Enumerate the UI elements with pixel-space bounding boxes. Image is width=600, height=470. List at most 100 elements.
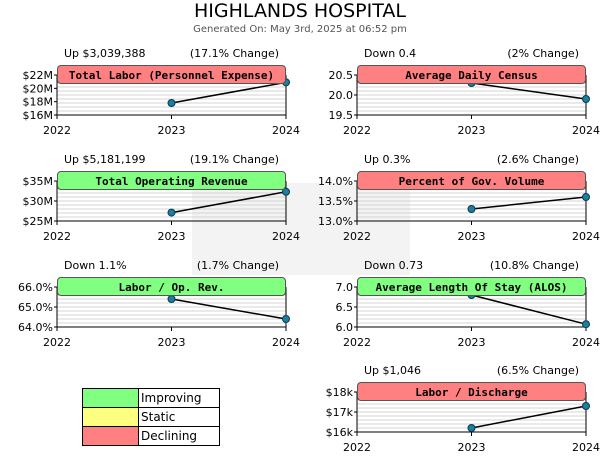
x-tick-label: 2023 (458, 336, 486, 349)
data-point (467, 424, 476, 432)
legend-swatch-static (83, 408, 139, 426)
y-tick-label: 20.5 (329, 69, 354, 82)
series-line (471, 196, 587, 210)
x-tick-label: 2022 (43, 124, 71, 137)
chart-panel-average-length-of-stay-alos: Down 0.73 (10.8% Change) 7.0 6.5 6.0 2022 2023… (300, 259, 600, 365)
series-line (471, 82, 587, 100)
line-chart: 20.5 20.0 19.5 2022 2023 2024 (329, 69, 600, 137)
data-point (582, 95, 590, 103)
y-tick-label: 13.5% (318, 195, 353, 208)
x-tick-label: 2022 (43, 230, 71, 243)
legend-item-static: Static (83, 408, 219, 427)
percent-change: (6.5% Change) (496, 364, 579, 377)
line-chart: $35M $30M $25M 2022 2023 2024 (23, 175, 301, 243)
series-line (171, 298, 287, 320)
percent-change: (17.1% Change) (189, 47, 279, 60)
x-tick-label: 2024 (572, 336, 600, 349)
line-chart: $18k $17k $16k 2022 2023 2024 (326, 386, 600, 454)
percent-change: (10.8% Change) (489, 259, 579, 272)
line-chart: $22M$20M$18M$16M 2022 2023 2024 (23, 69, 301, 137)
x-tick-label: 2022 (43, 336, 71, 349)
y-tick-label: 64.0% (18, 321, 53, 334)
x-tick-label: 2023 (458, 230, 486, 243)
x-tick-label: 2023 (158, 230, 186, 243)
x-tick-label: 2022 (343, 230, 371, 243)
chart-panel-total-operating-revenue: Up $5,181,199 (19.1% Change) $35M $30M $25M 2… (0, 153, 301, 259)
y-tick-label: $17k (326, 406, 354, 419)
watermark-logo (192, 183, 410, 275)
change-summary: Down 0.73 (364, 259, 424, 272)
y-tick-label: 13.0% (318, 215, 353, 228)
x-tick-label: 2023 (158, 336, 186, 349)
y-tick-label: $16k (326, 426, 354, 439)
x-tick-label: 2022 (343, 124, 371, 137)
y-tick-label: 19.5 (329, 109, 354, 122)
change-summary: Down 0.4 (364, 47, 417, 60)
x-tick-label: 2023 (158, 124, 186, 137)
x-tick-label: 2024 (572, 230, 600, 243)
y-tick-label: $18M (23, 96, 54, 109)
data-point (282, 315, 290, 323)
percent-change: (19.1% Change) (189, 153, 279, 166)
chart-panel-total-labor-personnel-expense: Up $3,039,388 (17.1% Change) $22M $20M $18M $… (0, 47, 301, 153)
y-tick-label: $30M (23, 195, 54, 208)
data-point (582, 320, 590, 329)
chart-panel-labor-discharge: Up $1,046 (6.5% Change) $18k $17k $16k 2022 20… (300, 364, 600, 470)
y-tick-label: 7.0 (336, 281, 354, 294)
data-point (582, 402, 590, 410)
x-tick-label: 2024 (572, 441, 600, 454)
change-summary: Up $3,039,388 (64, 47, 146, 60)
percent-change: (2% Change) (507, 47, 579, 60)
chart-title: Average Length Of Stay (ALOS) (357, 277, 586, 296)
x-tick-label: 2023 (458, 441, 486, 454)
legend-label: Static (141, 410, 176, 424)
chart-title: Total Labor (Personnel Expense) (57, 65, 286, 84)
change-summary: Up $1,046 (364, 364, 422, 377)
data-point (467, 205, 476, 213)
y-tick-label: 6.5 (336, 301, 354, 314)
chart-panel-percent-of-gov-volume: Up 0.3% (2.6% Change) 14.0% 13.5% 13.0% 2022 2… (300, 153, 600, 259)
y-tick-label: $25M (23, 215, 54, 228)
legend-swatch-improving (83, 389, 139, 407)
chart-panel-average-daily-census: Down 0.4 (2% Change) 20.5 20.0 19.5 2022 2023 2… (300, 47, 600, 153)
series-line (471, 294, 587, 325)
page-title: HIGHLANDS HOSPITAL (194, 0, 406, 22)
y-tick-label: $22M (23, 69, 54, 82)
change-summary: Up 0.3% (364, 153, 411, 166)
chart-title: Total Operating Revenue (57, 171, 286, 190)
legend-item-declining: Declining (83, 427, 219, 445)
series-line (171, 81, 287, 104)
percent-change: (2.6% Change) (496, 153, 579, 166)
legend-label: Declining (141, 429, 198, 443)
legend-label: Improving (141, 391, 202, 405)
data-point (282, 187, 290, 196)
y-tick-label: 65.0% (18, 301, 53, 314)
y-tick-label: 6.0 (336, 321, 354, 334)
x-tick-label: 2023 (458, 124, 486, 137)
y-tick-label: $16M (23, 109, 54, 122)
legend-swatch-declining (83, 427, 139, 445)
chart-title: Labor / Discharge (357, 382, 586, 401)
series-line (471, 405, 587, 429)
y-tick-label: $18k (326, 386, 354, 399)
percent-change: (1.7% Change) (196, 259, 279, 272)
x-tick-label: 2022 (343, 441, 371, 454)
chart-panel-labor-op-rev: Down 1.1% (1.7% Change) 66.0% 65.0% 64.0% 202… (0, 259, 300, 365)
y-tick-label: $20M (23, 82, 54, 95)
x-tick-label: 2024 (272, 124, 300, 137)
legend: Improving Static Declining (82, 388, 220, 446)
data-point (582, 193, 590, 201)
chart-title: Average Daily Census (357, 65, 586, 84)
y-tick-label: 20.0 (329, 89, 354, 102)
line-chart: 14.0% 13.5% 13.0% 2022 2023 2024 (318, 175, 600, 243)
chart-title: Percent of Gov. Volume (357, 171, 586, 190)
x-tick-label: 2024 (272, 230, 300, 243)
series-line (171, 191, 287, 214)
line-chart: 7.0 6.5 6.0 2022 2023 2024 (336, 281, 600, 349)
y-tick-label: 66.0% (18, 281, 53, 294)
chart-title: Labor / Op. Rev. (57, 277, 286, 296)
legend-item-improving: Improving (83, 389, 219, 408)
y-tick-label: 14.0% (318, 175, 353, 188)
line-chart: 66.0% 65.0% 64.0% 2022 2023 2024 (18, 281, 300, 349)
x-tick-label: 2024 (572, 124, 600, 137)
